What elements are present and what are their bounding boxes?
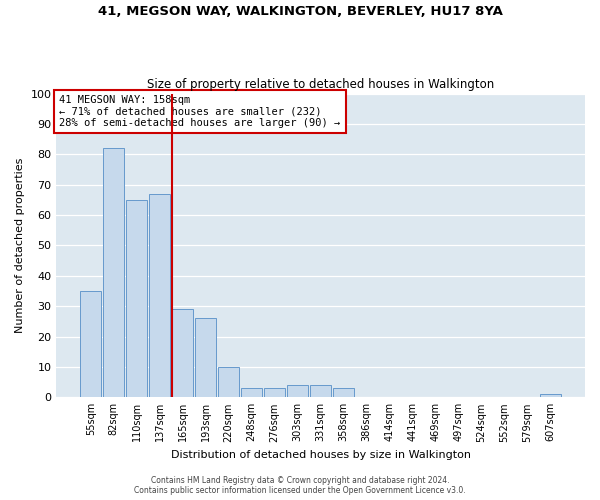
Bar xyxy=(127,200,147,398)
Bar xyxy=(172,309,193,398)
Bar xyxy=(218,367,239,398)
Bar xyxy=(265,388,285,398)
Bar xyxy=(540,394,561,398)
Text: 41, MEGSON WAY, WALKINGTON, BEVERLEY, HU17 8YA: 41, MEGSON WAY, WALKINGTON, BEVERLEY, HU… xyxy=(98,5,502,18)
Text: 41 MEGSON WAY: 158sqm
← 71% of detached houses are smaller (232)
28% of semi-det: 41 MEGSON WAY: 158sqm ← 71% of detached … xyxy=(59,95,340,128)
Bar xyxy=(103,148,124,398)
Title: Size of property relative to detached houses in Walkington: Size of property relative to detached ho… xyxy=(147,78,494,91)
Bar xyxy=(80,291,101,398)
Bar xyxy=(241,388,262,398)
Bar xyxy=(310,385,331,398)
Bar xyxy=(334,388,354,398)
Bar xyxy=(196,318,216,398)
Bar xyxy=(149,194,170,398)
Y-axis label: Number of detached properties: Number of detached properties xyxy=(15,158,25,333)
X-axis label: Distribution of detached houses by size in Walkington: Distribution of detached houses by size … xyxy=(171,450,471,460)
Bar xyxy=(287,385,308,398)
Text: Contains HM Land Registry data © Crown copyright and database right 2024.
Contai: Contains HM Land Registry data © Crown c… xyxy=(134,476,466,495)
